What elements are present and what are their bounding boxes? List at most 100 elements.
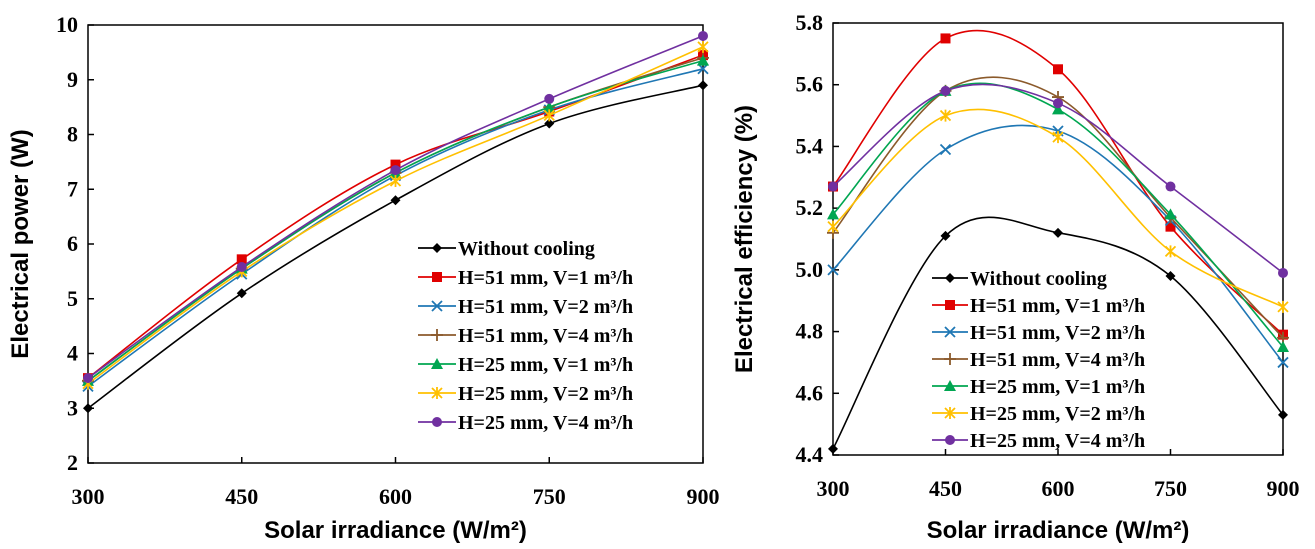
power-legend-label: H=51 mm, V=1 m³/h xyxy=(458,267,633,289)
power-data-point xyxy=(236,261,247,272)
efficiency-data-point xyxy=(827,264,839,276)
efficiency-x-tick-label: 600 xyxy=(1042,476,1075,501)
power-data-point xyxy=(698,80,708,91)
efficiency-data-point xyxy=(1165,221,1176,232)
power-legend-label: H=51 mm, V=2 m³/h xyxy=(458,296,633,318)
efficiency-data-point xyxy=(1053,98,1063,109)
efficiency-data-point xyxy=(828,443,838,454)
power-y-tick-label: 10 xyxy=(56,12,78,37)
power-data-point xyxy=(543,101,556,113)
efficiency-data-point xyxy=(940,230,951,241)
power-legend-marker xyxy=(432,243,442,253)
efficiency-data-point xyxy=(1164,208,1177,220)
efficiency-data-point xyxy=(1277,341,1289,352)
power-legend-marker xyxy=(432,272,442,282)
efficiency-data-point xyxy=(1052,131,1064,144)
efficiency-legend-label: H=25 mm, V=2 m³/h xyxy=(970,403,1145,425)
power-y-tick-label: 2 xyxy=(67,450,78,475)
efficiency-legend-label: H=51 mm, V=1 m³/h xyxy=(970,295,1145,317)
efficiency-legend-label: H=51 mm, V=4 m³/h xyxy=(970,349,1145,371)
efficiency-chart: 4.4 4.6 4.8 5.0 5.2 5.4 5.6 5.8 300 450 600 750 900 S… xyxy=(731,10,1300,544)
power-y-tick-label: 6 xyxy=(67,231,78,256)
efficiency-y-tick-label: 5.2 xyxy=(796,195,824,220)
power-legend-marker xyxy=(432,417,442,427)
efficiency-data-point xyxy=(1165,181,1176,192)
efficiency-legend-marker xyxy=(944,407,956,419)
efficiency-y-tick-label: 5.0 xyxy=(796,257,824,282)
power-x-tick-label: 300 xyxy=(72,484,105,509)
power-x-tick-label: 900 xyxy=(687,484,720,509)
power-data-point xyxy=(390,159,401,170)
power-legend-marker xyxy=(431,358,443,369)
efficiency-data-point xyxy=(828,181,838,192)
efficiency-data-point xyxy=(1052,103,1064,115)
efficiency-legend-marker xyxy=(945,273,955,283)
efficiency-data-point xyxy=(1053,227,1063,238)
efficiency-y-tick-label: 5.6 xyxy=(796,72,824,97)
power-legend-marker xyxy=(431,329,443,341)
power-data-point xyxy=(390,195,401,206)
efficiency-x-tick-label: 750 xyxy=(1154,476,1187,501)
efficiency-x-axis-label: Solar irradiance (W/m²) xyxy=(927,517,1190,544)
power-data-point xyxy=(83,403,93,414)
efficiency-data-point xyxy=(1277,356,1289,369)
efficiency-data-point xyxy=(940,85,951,96)
efficiency-legend-marker xyxy=(945,300,955,310)
efficiency-legend-marker xyxy=(945,435,955,445)
efficiency-data-point xyxy=(940,33,951,44)
power-x-axis-label: Solar irradiance (W/m²) xyxy=(264,517,527,544)
power-legend-marker xyxy=(431,387,443,399)
power-data-point xyxy=(390,165,401,176)
power-y-tick-label: 8 xyxy=(67,122,78,147)
power-x-tick-label: 750 xyxy=(533,484,566,509)
efficiency-data-point xyxy=(1164,245,1177,258)
power-y-tick-label: 4 xyxy=(67,341,78,366)
efficiency-legend-marker xyxy=(944,380,956,391)
power-legend-label: H=25 mm, V=1 m³/h xyxy=(458,354,633,376)
efficiency-data-point xyxy=(939,109,952,122)
power-data-point xyxy=(697,40,709,53)
power-data-point xyxy=(236,254,247,265)
power-legend-label: H=25 mm, V=4 m³/h xyxy=(458,412,633,434)
power-data-point xyxy=(698,30,708,41)
power-legend-marker xyxy=(431,300,443,312)
power-x-tick-label: 600 xyxy=(379,484,412,509)
efficiency-y-axis-label: Electrical efficiency (%) xyxy=(731,105,758,373)
efficiency-legend-marker xyxy=(944,353,956,365)
power-y-tick-label: 7 xyxy=(67,176,78,201)
power-y-tick-label: 5 xyxy=(67,286,78,311)
efficiency-y-tick-label: 4.8 xyxy=(796,319,824,344)
power-legend-label: H=51 mm, V=4 m³/h xyxy=(458,325,633,347)
power-legend-label: H=25 mm, V=2 m³/h xyxy=(458,383,633,405)
efficiency-x-tick-label: 900 xyxy=(1267,476,1300,501)
power-data-point xyxy=(389,175,402,188)
efficiency-y-tick-label: 5.8 xyxy=(796,10,824,35)
efficiency-legend-label: H=25 mm, V=4 m³/h xyxy=(970,430,1145,452)
efficiency-data-point xyxy=(1053,64,1063,75)
efficiency-data-point xyxy=(827,220,839,233)
efficiency-data-point xyxy=(1277,300,1289,313)
power-y-axis-label: Electrical power (W) xyxy=(7,129,34,358)
power-data-point xyxy=(236,288,247,299)
efficiency-y-tick-label: 4.4 xyxy=(796,442,824,467)
efficiency-data-point xyxy=(939,143,952,156)
efficiency-legend-label: Without cooling xyxy=(970,268,1107,290)
power-data-point xyxy=(83,373,93,384)
power-y-tick-label: 3 xyxy=(67,395,78,420)
efficiency-data-point xyxy=(827,208,839,220)
efficiency-legend-label: H=51 mm, V=2 m³/h xyxy=(970,322,1145,344)
power-chart: 2 3 4 5 6 7 8 9 10 300 450 600 750 900 Solar irradianc… xyxy=(7,12,720,544)
power-x-tick-label: 450 xyxy=(225,484,258,509)
efficiency-x-tick-label: 450 xyxy=(929,476,962,501)
power-data-point xyxy=(697,54,709,66)
efficiency-legend-label: H=25 mm, V=1 m³/h xyxy=(970,376,1145,398)
power-data-point xyxy=(544,118,555,129)
power-data-point xyxy=(543,109,555,122)
efficiency-y-tick-label: 4.6 xyxy=(796,380,824,405)
power-y-tick-label: 9 xyxy=(67,67,78,92)
efficiency-y-tick-label: 5.4 xyxy=(796,133,824,158)
efficiency-data-point xyxy=(1278,267,1288,278)
power-legend-label: Without cooling xyxy=(458,238,595,260)
power-data-point xyxy=(544,93,555,104)
